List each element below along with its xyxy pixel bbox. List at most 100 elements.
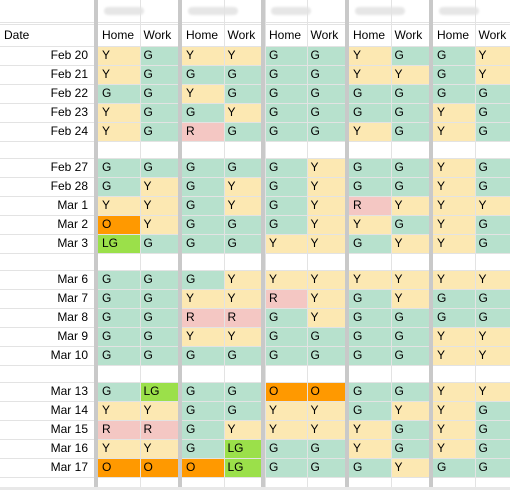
- work-status-cell[interactable]: R: [139, 420, 181, 439]
- work-status-cell[interactable]: Y: [474, 46, 510, 65]
- home-status-cell[interactable]: G: [98, 289, 140, 308]
- work-status-cell[interactable]: G: [139, 84, 181, 103]
- work-status-cell[interactable]: Y: [139, 177, 181, 196]
- work-status-cell[interactable]: G: [306, 103, 348, 122]
- date-cell[interactable]: Feb 20: [50, 48, 88, 62]
- work-status-cell[interactable]: G: [306, 346, 348, 365]
- work-status-cell[interactable]: Y: [223, 46, 265, 65]
- work-status-cell[interactable]: G: [390, 308, 432, 327]
- date-cell[interactable]: Feb 24: [50, 124, 88, 138]
- work-status-cell[interactable]: Y: [223, 177, 265, 196]
- home-status-cell[interactable]: G: [349, 382, 391, 401]
- home-status-cell[interactable]: Y: [349, 439, 391, 458]
- work-status-cell[interactable]: G: [390, 420, 432, 439]
- work-status-cell[interactable]: G: [390, 122, 432, 141]
- work-status-cell[interactable]: Y: [306, 420, 348, 439]
- home-status-cell[interactable]: Y: [182, 46, 224, 65]
- home-status-cell[interactable]: Y: [433, 196, 475, 215]
- home-status-cell[interactable]: Y: [433, 122, 475, 141]
- work-status-cell[interactable]: Y: [474, 270, 510, 289]
- home-status-cell[interactable]: Y: [433, 439, 475, 458]
- work-status-cell[interactable]: G: [390, 177, 432, 196]
- home-column-header[interactable]: Home: [186, 28, 219, 42]
- work-status-cell[interactable]: G: [223, 122, 265, 141]
- date-cell[interactable]: Mar 16: [50, 441, 88, 455]
- work-status-cell[interactable]: G: [223, 234, 265, 253]
- work-column-header[interactable]: Work: [143, 28, 172, 42]
- work-status-cell[interactable]: Y: [223, 289, 265, 308]
- work-status-cell[interactable]: Y: [390, 458, 432, 477]
- work-status-cell[interactable]: Y: [390, 270, 432, 289]
- home-status-cell[interactable]: G: [265, 84, 307, 103]
- home-status-cell[interactable]: Y: [182, 289, 224, 308]
- work-status-cell[interactable]: Y: [474, 382, 510, 401]
- work-status-cell[interactable]: G: [474, 177, 510, 196]
- work-status-cell[interactable]: G: [223, 215, 265, 234]
- home-status-cell[interactable]: G: [182, 177, 224, 196]
- work-status-cell[interactable]: Y: [474, 65, 510, 84]
- work-status-cell[interactable]: G: [390, 46, 432, 65]
- home-status-cell[interactable]: G: [265, 65, 307, 84]
- date-cell[interactable]: Feb 28: [50, 179, 88, 193]
- home-status-cell[interactable]: Y: [433, 270, 475, 289]
- work-status-cell[interactable]: G: [139, 46, 181, 65]
- work-status-cell[interactable]: G: [223, 158, 265, 177]
- work-status-cell[interactable]: G: [139, 158, 181, 177]
- home-status-cell[interactable]: G: [349, 289, 391, 308]
- work-status-cell[interactable]: Y: [139, 196, 181, 215]
- work-status-cell[interactable]: G: [139, 103, 181, 122]
- date-cell[interactable]: Mar 1: [57, 198, 88, 212]
- home-status-cell[interactable]: G: [349, 308, 391, 327]
- home-status-cell[interactable]: Y: [433, 346, 475, 365]
- home-status-cell[interactable]: G: [265, 458, 307, 477]
- work-status-cell[interactable]: G: [390, 439, 432, 458]
- work-status-cell[interactable]: G: [223, 84, 265, 103]
- work-status-cell[interactable]: Y: [474, 346, 510, 365]
- work-status-cell[interactable]: Y: [390, 234, 432, 253]
- home-status-cell[interactable]: O: [265, 382, 307, 401]
- work-status-cell[interactable]: Y: [223, 103, 265, 122]
- home-column-header[interactable]: Home: [102, 28, 135, 42]
- work-status-cell[interactable]: G: [139, 270, 181, 289]
- home-status-cell[interactable]: G: [349, 458, 391, 477]
- work-status-cell[interactable]: Y: [390, 401, 432, 420]
- date-cell[interactable]: Feb 22: [50, 86, 88, 100]
- home-status-cell[interactable]: Y: [98, 401, 140, 420]
- work-status-cell[interactable]: G: [474, 439, 510, 458]
- work-status-cell[interactable]: Y: [390, 196, 432, 215]
- work-status-cell[interactable]: G: [474, 122, 510, 141]
- home-status-cell[interactable]: G: [98, 308, 140, 327]
- work-status-cell[interactable]: G: [474, 234, 510, 253]
- work-status-cell[interactable]: G: [139, 65, 181, 84]
- home-status-cell[interactable]: G: [182, 234, 224, 253]
- work-status-cell[interactable]: Y: [223, 196, 265, 215]
- home-status-cell[interactable]: Y: [98, 439, 140, 458]
- work-status-cell[interactable]: G: [306, 84, 348, 103]
- work-status-cell[interactable]: Y: [223, 270, 265, 289]
- home-status-cell[interactable]: G: [349, 177, 391, 196]
- home-status-cell[interactable]: G: [182, 420, 224, 439]
- home-status-cell[interactable]: G: [98, 382, 140, 401]
- work-status-cell[interactable]: Y: [474, 196, 510, 215]
- home-status-cell[interactable]: G: [265, 196, 307, 215]
- home-status-cell[interactable]: G: [182, 215, 224, 234]
- date-cell[interactable]: Mar 3: [57, 236, 88, 250]
- work-status-cell[interactable]: Y: [390, 65, 432, 84]
- home-column-header[interactable]: Home: [437, 28, 470, 42]
- work-status-cell[interactable]: G: [474, 103, 510, 122]
- home-status-cell[interactable]: R: [98, 420, 140, 439]
- home-status-cell[interactable]: G: [182, 382, 224, 401]
- home-status-cell[interactable]: Y: [98, 46, 140, 65]
- date-cell[interactable]: Mar 13: [50, 384, 88, 398]
- home-column-header[interactable]: Home: [353, 28, 386, 42]
- home-status-cell[interactable]: Y: [349, 215, 391, 234]
- home-status-cell[interactable]: Y: [349, 122, 391, 141]
- work-status-cell[interactable]: R: [223, 308, 265, 327]
- home-status-cell[interactable]: G: [182, 196, 224, 215]
- work-status-cell[interactable]: O: [306, 382, 348, 401]
- home-status-cell[interactable]: Y: [98, 65, 140, 84]
- home-status-cell[interactable]: G: [98, 158, 140, 177]
- home-status-cell[interactable]: R: [265, 289, 307, 308]
- home-status-cell[interactable]: G: [433, 289, 475, 308]
- work-status-cell[interactable]: Y: [306, 289, 348, 308]
